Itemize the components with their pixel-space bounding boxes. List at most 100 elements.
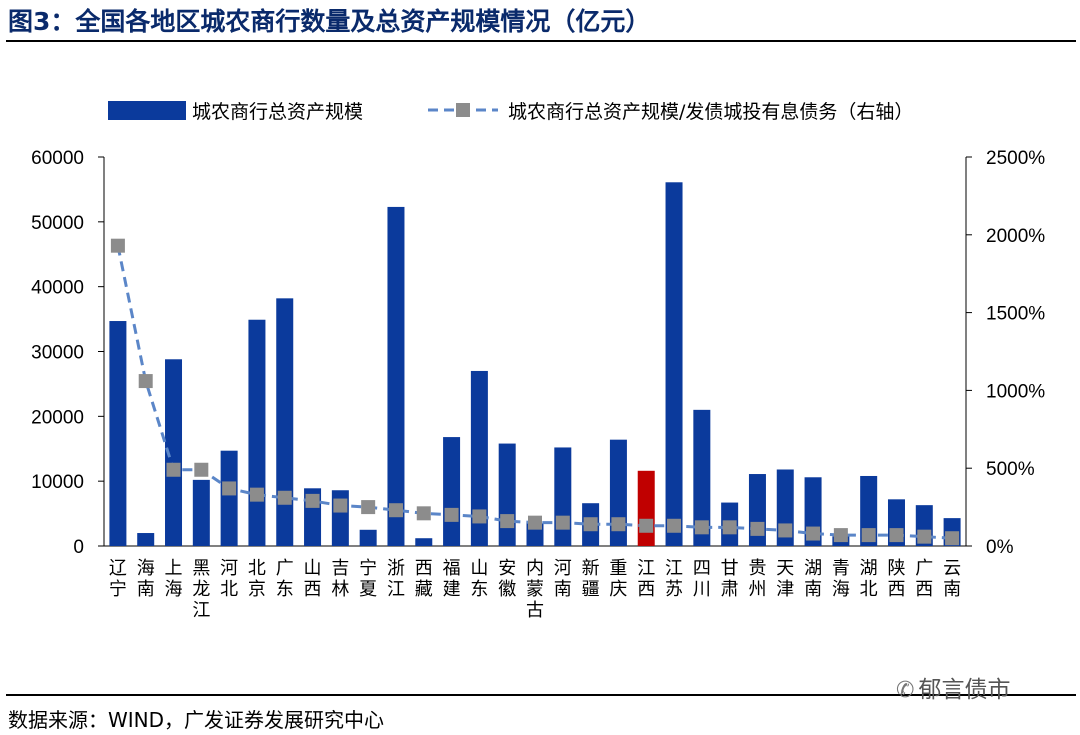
right-tick-label: 1500%: [986, 304, 1045, 325]
right-tick-label: 2500%: [986, 148, 1045, 169]
legend-bar-label: 城农商行总资产规模: [192, 101, 363, 123]
category-label: 安徽: [498, 558, 516, 600]
category-label: 上海: [165, 558, 183, 600]
category-label: 湖南: [804, 558, 822, 600]
bar: [637, 470, 655, 546]
watermark-text: 郁言债市: [918, 677, 1011, 703]
footer-divider: [6, 694, 1076, 696]
bar: [665, 182, 683, 546]
ratio-marker: [917, 529, 932, 544]
bar: [359, 529, 377, 546]
category-label: 浙江: [387, 558, 405, 600]
category-label: 海南: [137, 558, 155, 600]
category-label: 吉林: [331, 558, 349, 600]
category-label: 山东: [470, 558, 488, 600]
left-tick-label: 60000: [31, 148, 84, 169]
category-label: 福建: [443, 558, 461, 600]
category-label: 天津: [776, 558, 794, 600]
category-label: 河南: [554, 558, 572, 600]
ratio-marker: [110, 238, 125, 253]
category-label: 宁夏: [359, 558, 377, 600]
category-label: 西藏: [415, 558, 433, 600]
left-tick-label: 20000: [31, 407, 84, 428]
wechat-icon: ✆: [896, 678, 915, 703]
ratio-marker: [583, 517, 598, 532]
ratio-marker: [694, 520, 709, 535]
right-tick-label: 2000%: [986, 226, 1045, 247]
ratio-marker: [361, 500, 376, 515]
ratio-marker: [945, 531, 960, 546]
bar: [109, 321, 127, 546]
left-tick-label: 40000: [31, 278, 84, 299]
ratio-marker: [138, 374, 153, 389]
ratio-marker: [611, 517, 626, 532]
ratio-marker: [806, 526, 821, 541]
bar: [554, 447, 572, 546]
ratio-marker: [416, 506, 431, 521]
legend-bar-swatch: [108, 101, 186, 120]
category-label: 辽宁: [109, 558, 127, 600]
ratio-marker: [388, 503, 403, 518]
ratio-line: [116, 245, 953, 540]
bar: [192, 479, 210, 546]
ratio-marker: [528, 515, 542, 530]
category-label: 甘肃: [721, 558, 739, 600]
category-label: 广西: [915, 558, 933, 600]
bar: [498, 443, 516, 546]
bar: [693, 409, 711, 546]
category-label: 青海: [832, 558, 850, 600]
category-label: 云南: [943, 558, 961, 600]
ratio-marker: [750, 521, 765, 536]
ratio-marker: [472, 509, 487, 524]
category-label: 贵州: [748, 558, 766, 600]
ratio-marker: [222, 481, 237, 496]
legend: 城农商行总资产规模 城农商行总资产规模/发债城投有息债务（右轴）: [108, 101, 913, 123]
ratio-marker: [833, 528, 848, 543]
bar: [276, 298, 294, 546]
left-tick-label: 0: [73, 537, 84, 558]
legend-line-marker: [456, 103, 470, 117]
title-divider: [6, 40, 1076, 42]
ratio-marker: [249, 487, 264, 502]
chart-area: 城农商行总资产规模 城农商行总资产规模/发债城投有息债务（右轴） 0 10000 2…: [31, 101, 1045, 621]
left-tick-label: 30000: [31, 343, 84, 364]
ratio-marker: [667, 518, 682, 533]
ratio-marker: [889, 528, 904, 543]
right-tick-label: 500%: [986, 459, 1035, 480]
category-label: 黑龙江: [192, 558, 210, 621]
left-tick-label: 50000: [31, 213, 84, 234]
bar: [470, 370, 488, 546]
bar: [165, 359, 183, 546]
ratio-marker: [194, 462, 209, 477]
ratio-marker: [555, 515, 570, 530]
right-tick-label: 0%: [986, 537, 1014, 558]
category-label: 重庆: [609, 558, 627, 600]
left-tick-label: 10000: [31, 472, 84, 493]
ratio-marker: [778, 523, 793, 538]
ratio-marker: [277, 490, 292, 505]
bar: [415, 538, 433, 546]
category-label: 新疆: [582, 558, 600, 600]
category-label: 江苏: [665, 558, 683, 600]
ratio-marker: [861, 528, 876, 543]
ratio-marker: [305, 493, 320, 508]
category-label: 湖北: [860, 558, 878, 600]
right-tick-label: 1000%: [986, 381, 1045, 402]
category-label: 四川: [693, 558, 711, 600]
category-label: 山西: [304, 558, 322, 600]
figure-title: 图3：全国各地区城农商行数量及总资产规模情况（亿元）: [8, 7, 651, 36]
source-note: 数据来源：WIND，广发证券发展研究中心: [8, 708, 385, 732]
bar: [248, 319, 266, 546]
category-label: 广东: [276, 558, 294, 600]
category-label: 江西: [637, 558, 655, 600]
bar: [220, 450, 238, 546]
ratio-marker: [500, 514, 515, 529]
category-label: 陕西: [887, 558, 905, 600]
bar: [443, 437, 461, 546]
watermark: ✆ 郁言债市: [896, 670, 1010, 704]
bar: [387, 206, 405, 546]
ratio-marker: [722, 520, 737, 535]
category-label: 内蒙古: [526, 558, 544, 621]
bar: [137, 533, 155, 546]
ratio-marker: [166, 462, 181, 477]
